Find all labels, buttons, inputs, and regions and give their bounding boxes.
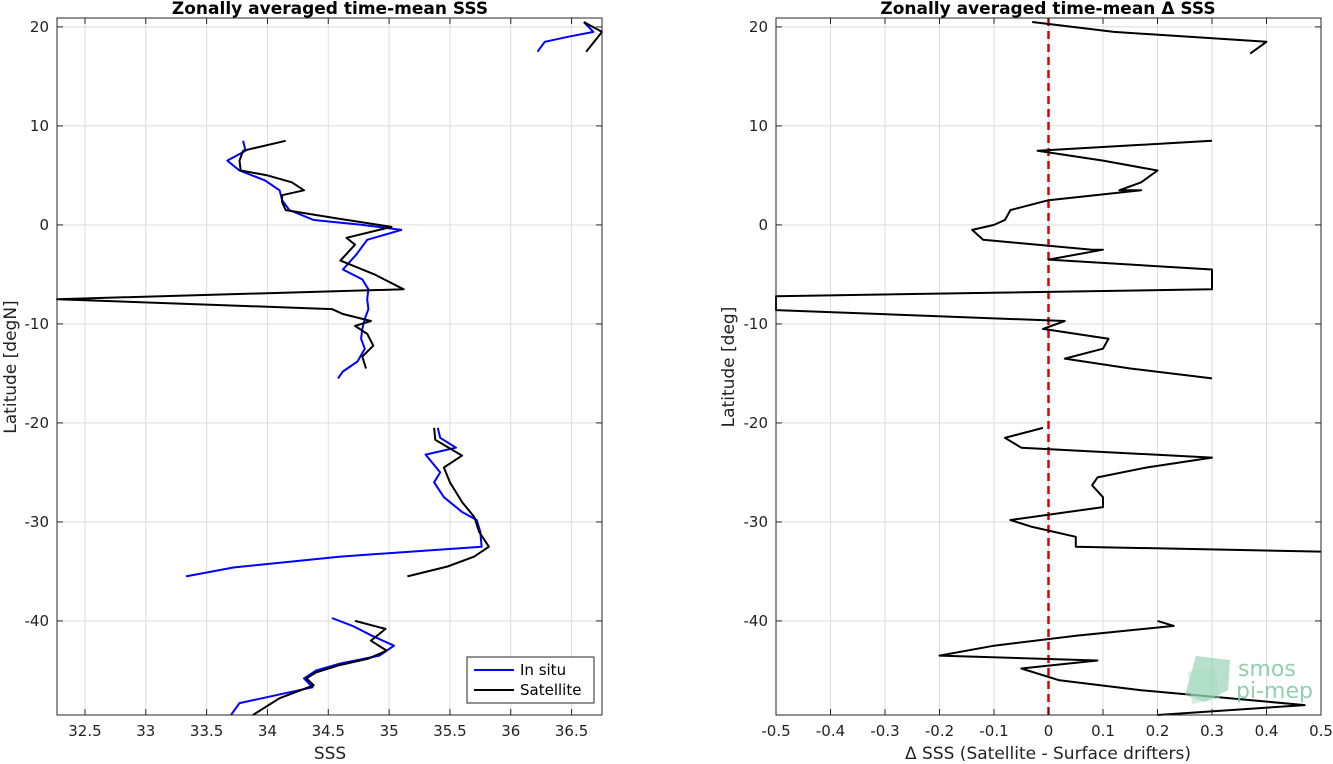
x-tick-label: 0.5 [1309, 722, 1333, 740]
legend-label-satellite: Satellite [520, 681, 581, 699]
x-tick-label: 0.4 [1255, 722, 1279, 740]
x-tick-label: 0.2 [1146, 722, 1170, 740]
y-axis-label: Latitude [deg] [719, 307, 739, 428]
satellite-series-line [407, 427, 490, 578]
x-tick-label: 33 [136, 722, 155, 740]
x-tick-label: 0.3 [1200, 722, 1224, 740]
y-tick-label: -20 [25, 414, 50, 432]
sss-panel: 32.5 33 33.5 34 34.5 35 35.5 36 36.5 -40 -30 -20 -10… [1, 0, 603, 764]
x-tick-label: 32.5 [68, 722, 101, 740]
in-situ-series-line [226, 140, 403, 379]
x-tick-label: 34.5 [312, 722, 345, 740]
x-tick-label: 0 [1044, 722, 1054, 740]
in-situ-series-line [185, 427, 483, 578]
delta-series-line [1003, 426, 1322, 553]
legend-label-in-situ: In situ [520, 661, 566, 679]
y-tick-label: 20 [749, 18, 768, 36]
x-tick-label: 36 [501, 722, 520, 740]
x-tick-label: -0.5 [761, 722, 790, 740]
delta-series-line [1032, 21, 1268, 55]
y-tick-label: -40 [25, 612, 50, 630]
chart-title: Zonally averaged time-mean Δ SSS [880, 0, 1215, 19]
x-tick-label: 36.5 [555, 722, 588, 740]
tick-labels: 32.5 33 33.5 34 34.5 35 35.5 36 36.5 -40 -30 -20 -10… [25, 18, 602, 740]
x-tick-label: -0.1 [979, 722, 1008, 740]
y-tick-label: 0 [39, 216, 49, 234]
plot-frame [56, 17, 603, 716]
tick-labels: -0.5 -0.4 -0.3 -0.2 -0.1 0 0.1 0.2 0.3 0.4 0.5 -40 -… [744, 18, 1333, 740]
y-tick-label: -30 [744, 513, 769, 531]
delta-sss-panel: -0.5 -0.4 -0.3 -0.2 -0.1 0 0.1 0.2 0.3 0.4 0.5 -40 -… [719, 0, 1333, 764]
x-tick-label: 0.1 [1091, 722, 1115, 740]
y-tick-label: 0 [758, 216, 768, 234]
x-tick-label: -0.2 [925, 722, 954, 740]
series-lines [56, 21, 603, 716]
x-tick-label: 33.5 [190, 722, 223, 740]
logo-text-smos: smos [1238, 657, 1296, 682]
chart-title: Zonally averaged time-mean SSS [172, 0, 488, 19]
legend: In situ Satellite [466, 656, 595, 704]
grid [57, 18, 602, 715]
y-tick-label: -40 [744, 612, 769, 630]
in-situ-series-line [536, 21, 595, 53]
y-tick-label: -20 [744, 414, 769, 432]
in-situ-series-line [230, 617, 395, 716]
x-tick-label: -0.3 [870, 722, 899, 740]
legend-box [466, 656, 595, 704]
x-tick-label: 34 [258, 722, 277, 740]
satellite-series-line [252, 619, 388, 716]
satellite-series-line [56, 139, 405, 369]
smos-pi-mep-logo: smos pi-mep [1185, 656, 1313, 704]
logo-text-pi-mep: pi-mep [1236, 679, 1313, 704]
y-tick-label: 20 [30, 18, 49, 36]
x-tick-label: -0.4 [816, 722, 845, 740]
y-tick-label: -30 [25, 513, 50, 531]
delta-series-line [775, 139, 1213, 380]
y-axis-label: Latitude [degN] [1, 300, 21, 433]
y-tick-label: -10 [25, 315, 50, 333]
y-tick-label: 10 [749, 117, 768, 135]
y-tick-label: 10 [30, 117, 49, 135]
x-axis-label: Δ SSS (Satellite - Surface drifters) [905, 744, 1191, 764]
x-axis-label: SSS [314, 744, 346, 764]
x-tick-label: 35 [380, 722, 399, 740]
x-tick-label: 35.5 [433, 722, 466, 740]
y-tick-label: -10 [744, 315, 769, 333]
